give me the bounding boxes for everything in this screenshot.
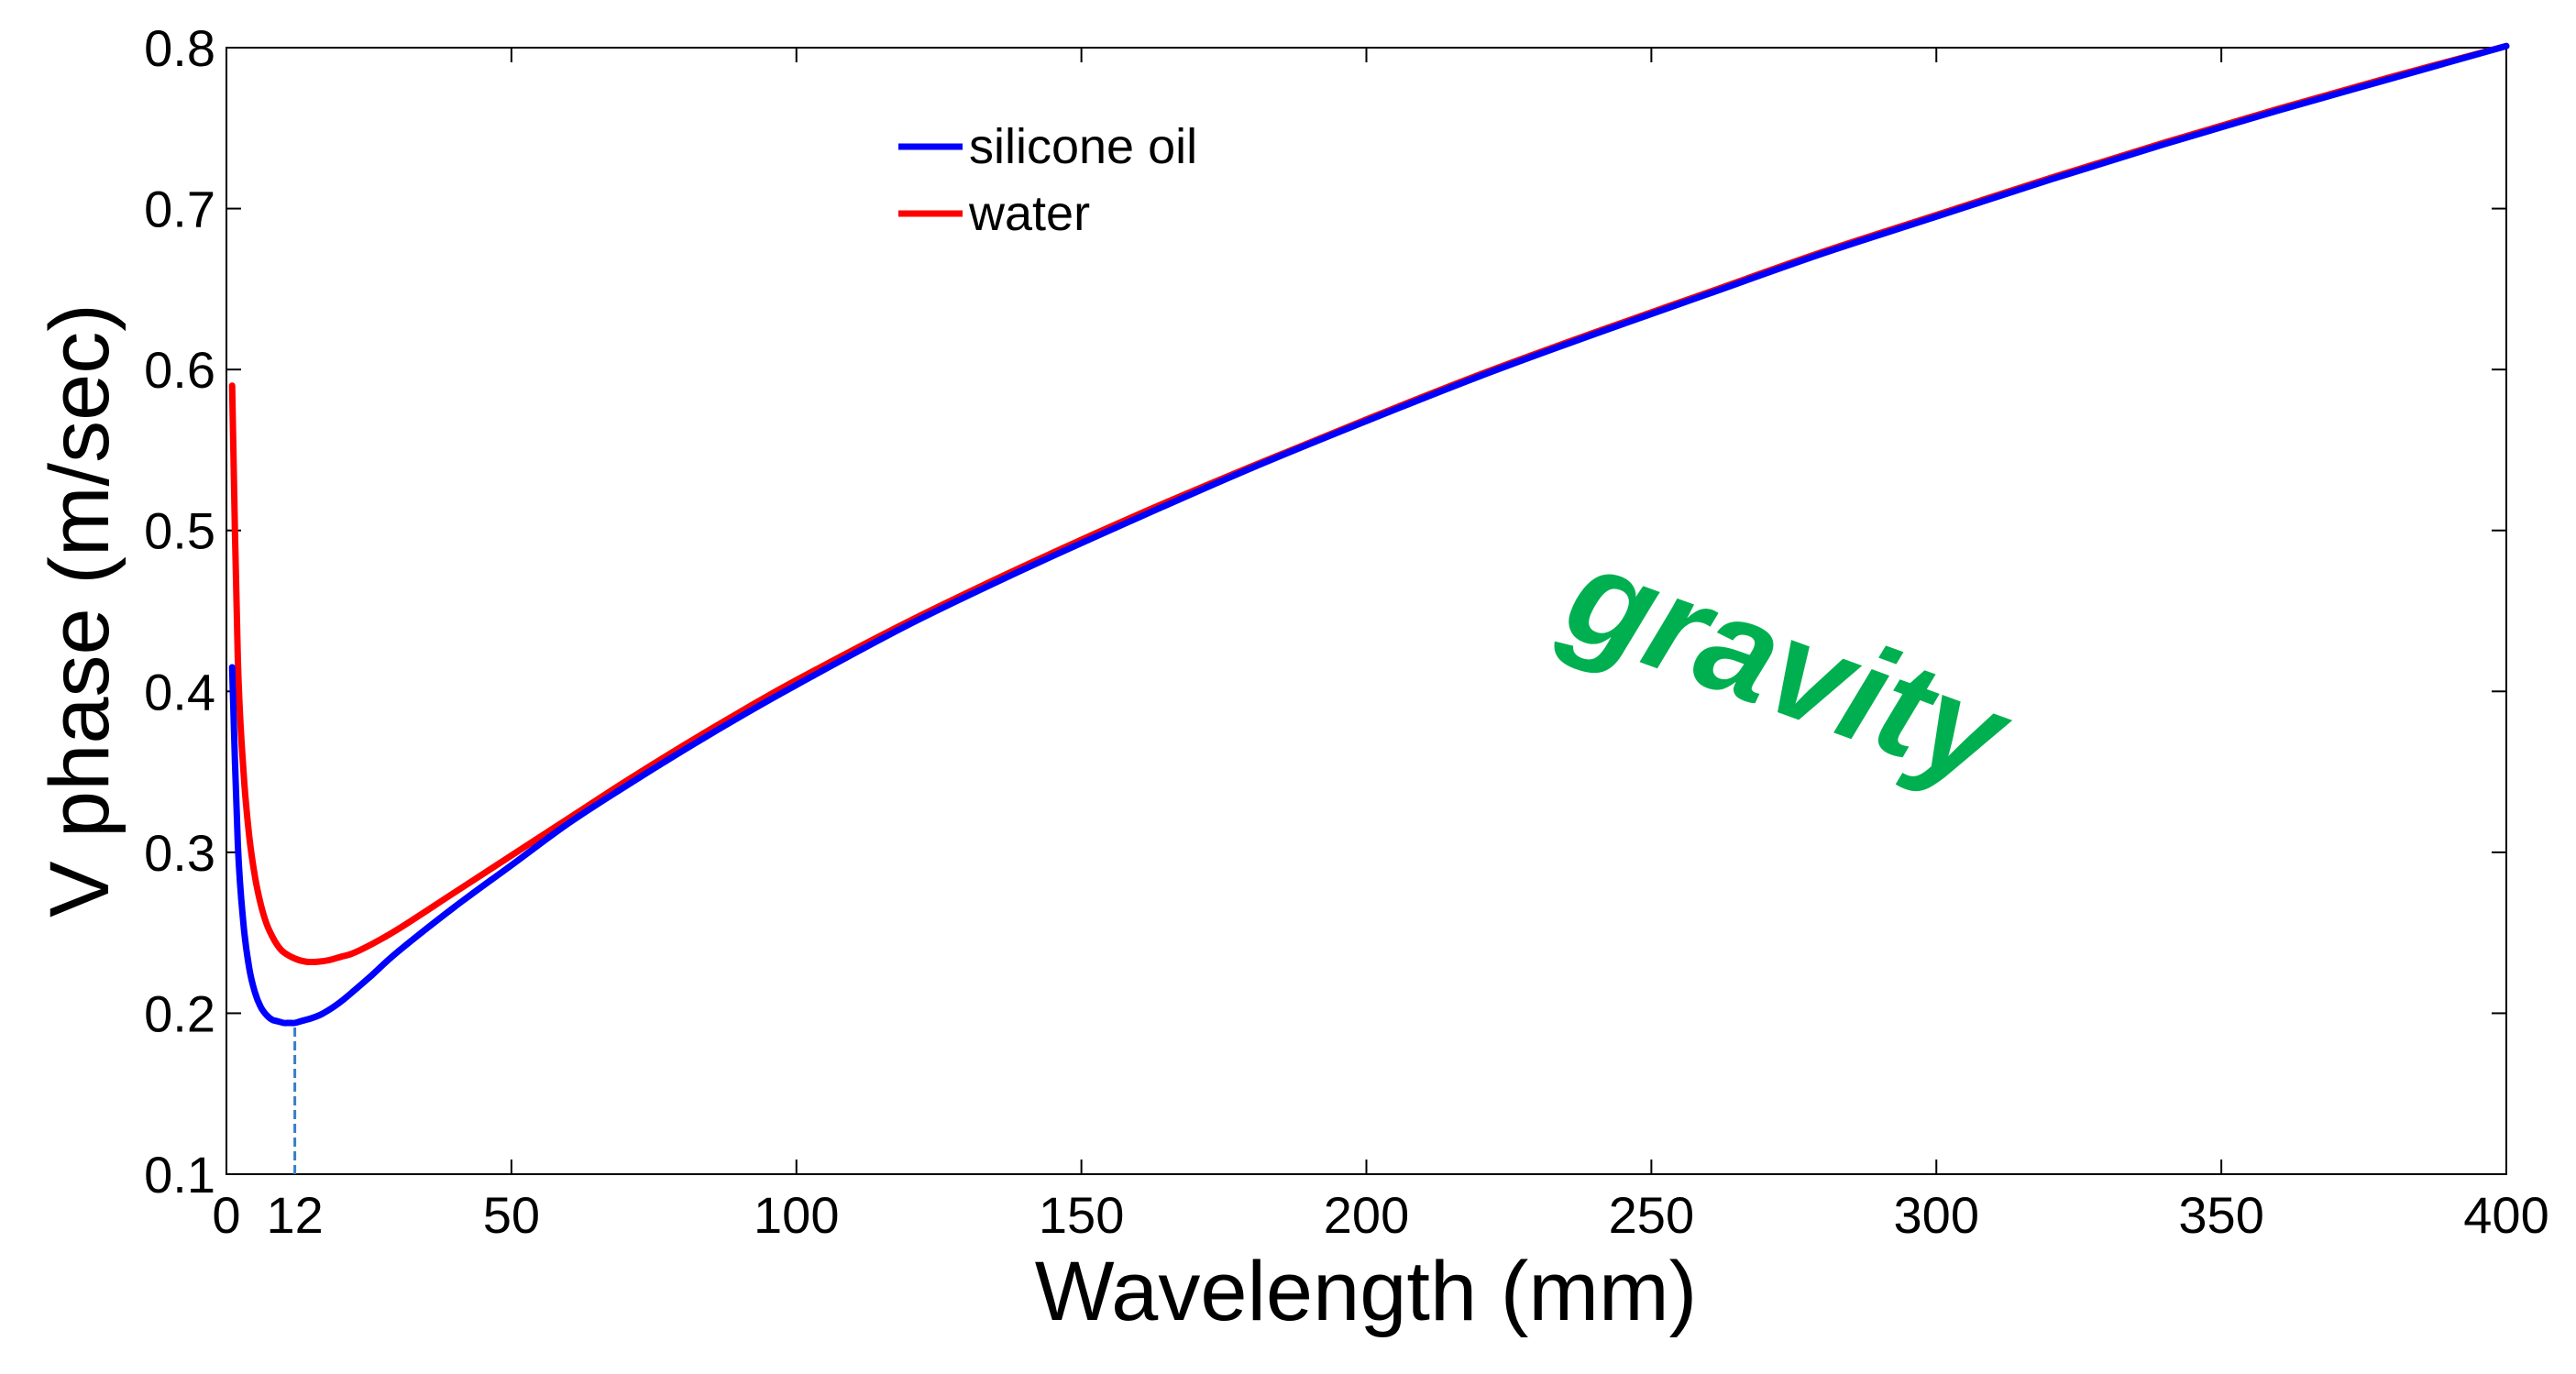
series-line-silicone-oil (228, 42, 2510, 1027)
y-tick-label: 0.4 (144, 663, 215, 720)
y-tick-label: 0.7 (144, 181, 215, 238)
y-tick-label: 0.6 (144, 341, 215, 399)
ticks-layer: 0 12 50 100 150 200 250 300 350 400 0.1 0.2 0.3 0.4 0.… (144, 19, 2549, 1244)
y-tick-label: 0.5 (144, 502, 215, 560)
series-layer (228, 42, 2510, 1027)
x-tick-label: 0 (212, 1186, 240, 1244)
y-tick-label: 0.2 (144, 984, 215, 1042)
x-tick-label: 12 (266, 1186, 323, 1244)
x-tick-label: 400 (2463, 1186, 2548, 1244)
y-tick-label: 0.1 (144, 1146, 215, 1204)
y-tick-label: 0.3 (144, 824, 215, 882)
x-tick-label: 150 (1039, 1186, 1124, 1244)
y-tick-label: 0.8 (144, 19, 215, 77)
x-tick-label: 350 (2178, 1186, 2263, 1244)
x-axis-title: Wavelength (mm) (1035, 1245, 1698, 1338)
plot-area (226, 47, 2507, 1175)
x-tick-label: 200 (1324, 1186, 1409, 1244)
x-tick-label: 250 (1609, 1186, 1694, 1244)
legend-label-water: water (968, 186, 1090, 241)
x-tick-label: 100 (754, 1186, 839, 1244)
y-axis-title: V phase (m/sec) (33, 303, 127, 918)
legend-label-silicone-oil: silicone oil (969, 119, 1197, 174)
x-tick-label: 300 (1894, 1186, 1979, 1244)
legend: silicone oil water (898, 119, 1197, 241)
x-tick-label: 50 (483, 1186, 540, 1244)
